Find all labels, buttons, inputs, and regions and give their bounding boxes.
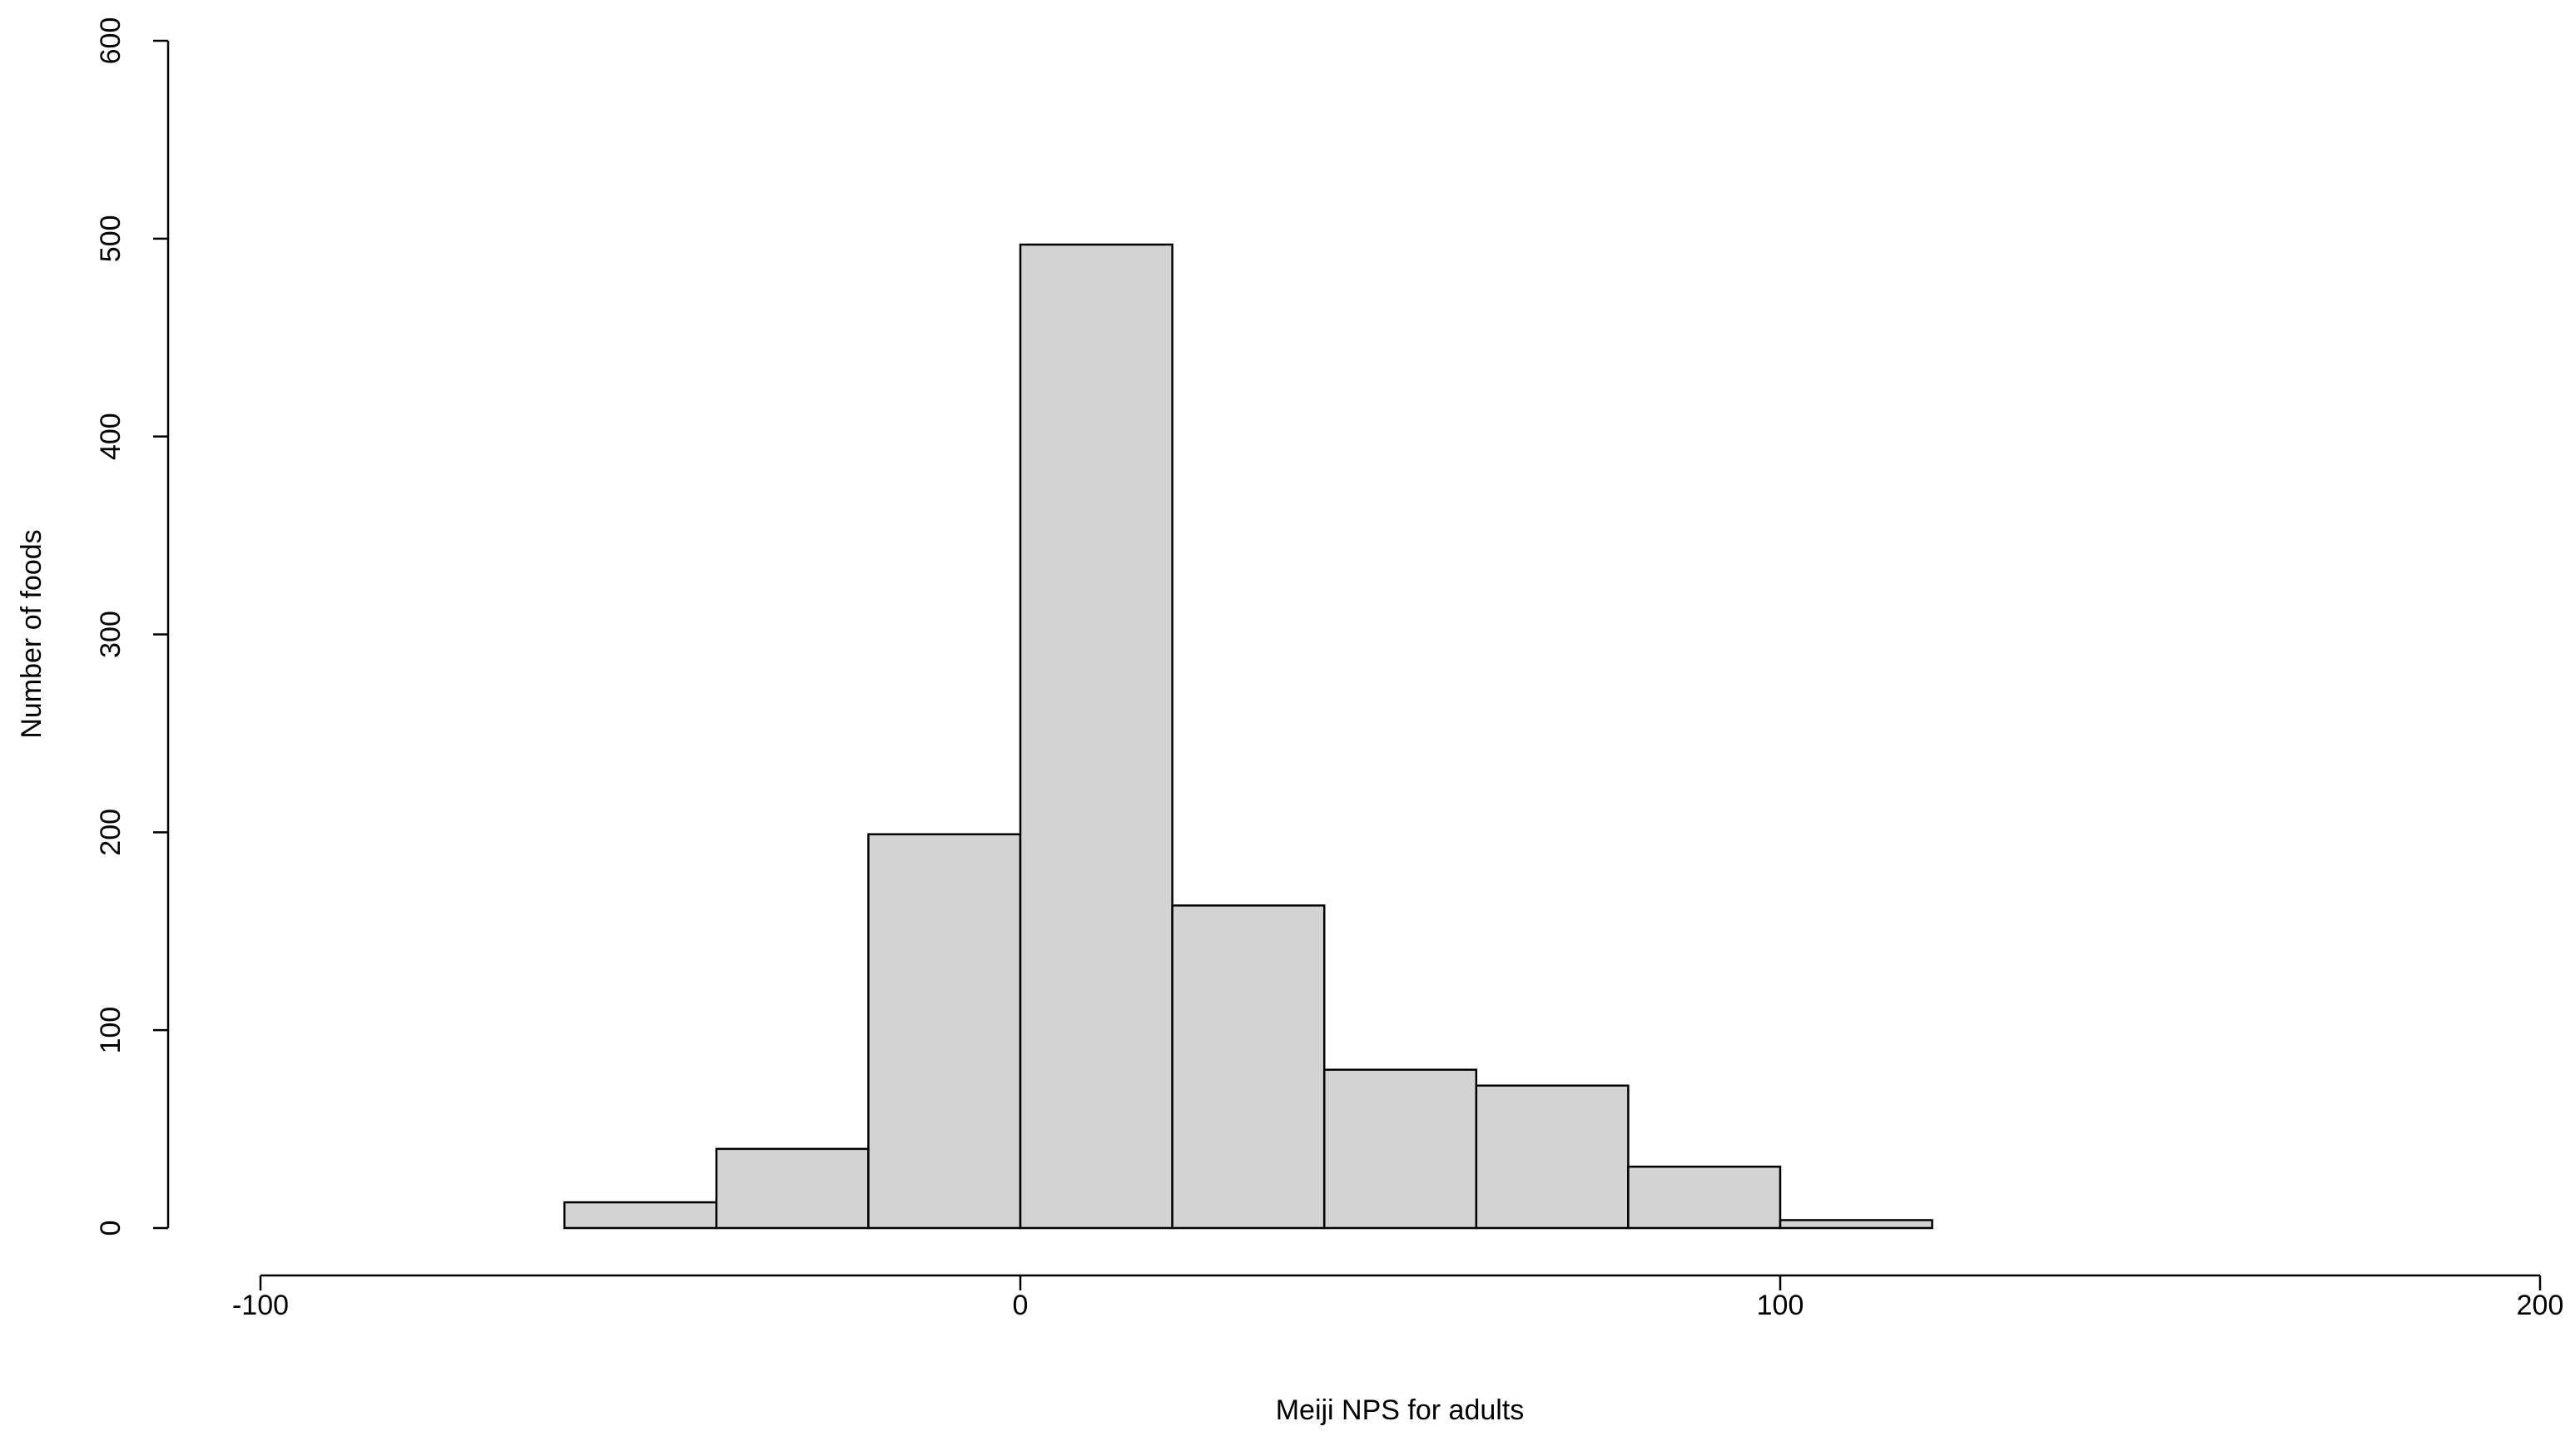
y-axis-label: Number of foods (16, 529, 47, 738)
y-tick-label: 500 (95, 215, 127, 262)
x-axis-label: Meiji NPS for adults (1276, 1394, 1525, 1426)
y-tick-label: 100 (95, 1007, 127, 1054)
x-tick-label: 200 (2517, 1290, 2564, 1321)
bar (1171, 904, 1326, 1230)
bar (1322, 1068, 1478, 1230)
y-tick-label: 300 (95, 611, 127, 658)
y-tick-label: 400 (95, 413, 127, 460)
x-tick-label: 100 (1757, 1290, 1804, 1321)
bar (1019, 243, 1173, 1230)
bar (563, 1201, 718, 1230)
y-tick-label: 0 (95, 1221, 127, 1236)
bar (715, 1147, 870, 1230)
x-tick-label: 0 (1013, 1290, 1029, 1321)
bar (1779, 1219, 1933, 1230)
bar (1627, 1166, 1782, 1230)
x-tick-label: -100 (232, 1290, 289, 1321)
bar (867, 833, 1022, 1230)
y-tick-label: 200 (95, 809, 127, 856)
bar (1475, 1084, 1630, 1230)
y-tick-label: 600 (95, 17, 127, 65)
